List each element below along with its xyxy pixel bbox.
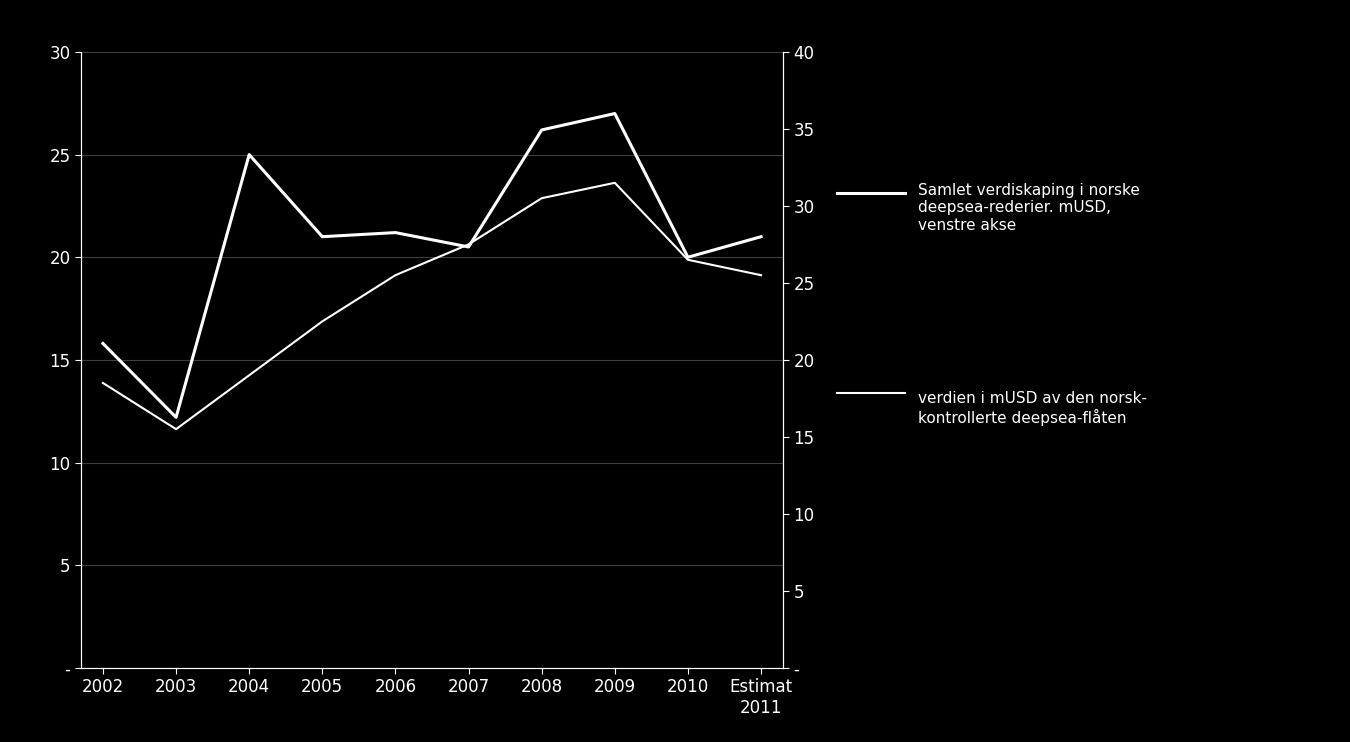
Text: Samlet verdiskaping i norske
deepsea-rederier. mUSD,
venstre akse: Samlet verdiskaping i norske deepsea-red… xyxy=(918,183,1139,233)
Text: verdien i mUSD av den norsk-
kontrollerte deepsea-flåten: verdien i mUSD av den norsk- kontrollert… xyxy=(918,391,1148,425)
